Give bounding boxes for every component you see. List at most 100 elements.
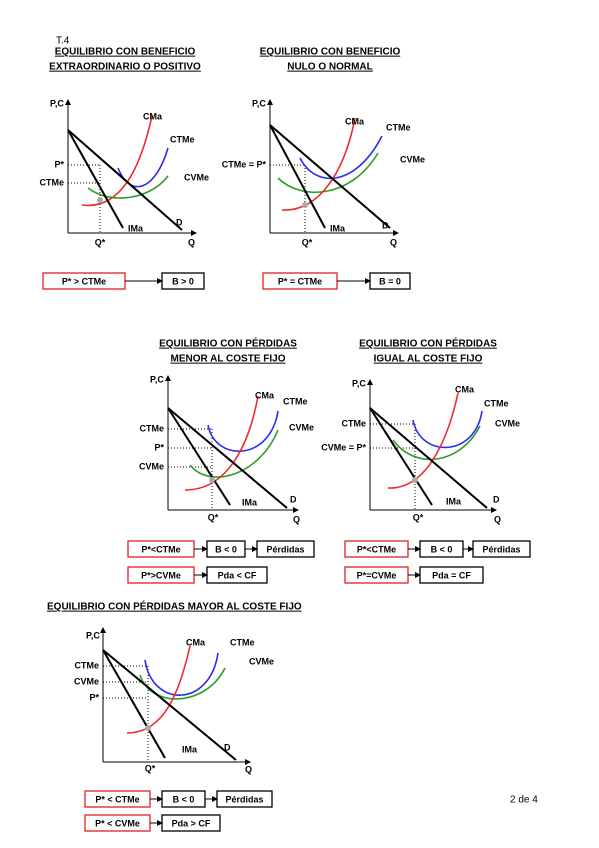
- axis-label: P,C: [86, 630, 100, 640]
- ima-line: [67, 129, 124, 229]
- formula-text: B > 0: [172, 276, 194, 286]
- cvme-curve: [277, 152, 379, 194]
- cvme-curve: [87, 175, 169, 199]
- cvme-curve: [189, 429, 279, 478]
- formula-text: B < 0: [173, 794, 195, 804]
- formula-text: P*<CTMe: [357, 544, 396, 554]
- formula-text: Pda = CF: [432, 570, 471, 580]
- curve-label: D: [382, 220, 389, 230]
- formula-text: P*<CTMe: [141, 544, 180, 554]
- formula-text: Pda > CF: [172, 818, 211, 828]
- curve-label: D: [224, 742, 231, 752]
- curve-label: CTMe: [484, 398, 509, 408]
- axis-label: Q: [245, 764, 252, 774]
- formula-text: P* = CTMe: [278, 276, 322, 286]
- demand-line: [167, 407, 288, 509]
- curve-label: IMa: [242, 497, 258, 507]
- ima-line: [269, 124, 326, 229]
- level-label: CVMe: [139, 461, 164, 471]
- curve-label: CMa: [345, 116, 365, 126]
- quantity-label: Q*: [95, 237, 106, 247]
- level-label: P*: [89, 692, 99, 702]
- curve-label: CVMe: [495, 418, 520, 428]
- ctme-curve: [412, 410, 483, 449]
- demand-line: [102, 649, 237, 761]
- formula-text: Pda < CF: [218, 570, 257, 580]
- axis-label: Q: [188, 237, 195, 247]
- ctme-curve: [207, 410, 279, 453]
- formula-text: P*=CVMe: [357, 570, 397, 580]
- equilibrium-point: [302, 202, 308, 208]
- page-number: 2 de 4: [510, 795, 538, 806]
- equilibrium-point: [209, 477, 215, 483]
- formula-text: P* < CTMe: [95, 794, 139, 804]
- level-label: CTMe = P*: [222, 159, 267, 169]
- level-label: P*: [154, 442, 164, 452]
- header-code: T.4: [56, 36, 70, 47]
- level-label: CVMe = P*: [321, 442, 366, 452]
- formula-text: Pérdidas: [225, 794, 263, 804]
- curve-label: CVMe: [184, 172, 209, 182]
- level-label: CVMe: [74, 676, 99, 686]
- curve-label: CTMe: [386, 122, 411, 132]
- quantity-label: Q*: [302, 237, 313, 247]
- formula-text: P* > CTMe: [62, 276, 106, 286]
- cvme-curve: [392, 425, 481, 461]
- level-label: CTMe: [342, 418, 367, 428]
- equilibrium-point: [97, 197, 103, 203]
- cma-curve: [184, 395, 259, 491]
- curve-label: D: [176, 217, 183, 227]
- axis-label: P,C: [252, 98, 266, 108]
- curve-label: IMa: [128, 223, 144, 233]
- panel-title: MENOR AL COSTE FIJO: [170, 354, 285, 365]
- axis-label: Q: [390, 237, 397, 247]
- curve-label: CMa: [186, 637, 206, 647]
- quantity-label: Q*: [145, 763, 156, 773]
- curve-label: IMa: [182, 744, 198, 754]
- curve-label: IMa: [330, 223, 346, 233]
- formula-text: B < 0: [431, 544, 453, 554]
- curve-label: CTMe: [230, 637, 255, 647]
- formula-text: Pérdidas: [482, 544, 520, 554]
- ctme-curve: [299, 135, 383, 180]
- panel-title: NULO O NORMAL: [287, 62, 373, 73]
- level-label: P*: [54, 159, 64, 169]
- level-label: CTMe: [75, 660, 100, 670]
- quantity-label: Q*: [413, 512, 424, 522]
- equilibrium-point: [145, 725, 151, 731]
- curve-label: CMa: [455, 384, 475, 394]
- formula-text: P* < CVMe: [95, 818, 140, 828]
- curve-label: D: [290, 494, 297, 504]
- panel-title: IGUAL AL COSTE FIJO: [374, 354, 483, 365]
- curve-label: CVMe: [289, 422, 314, 432]
- cma-curve: [281, 117, 356, 211]
- axis-label: Q: [494, 514, 501, 524]
- panel-title: EQUILIBRIO CON PÉRDIDAS: [359, 337, 497, 350]
- demand-line: [369, 407, 488, 509]
- curve-label: CTMe: [170, 134, 195, 144]
- quantity-label: Q*: [208, 512, 219, 522]
- ima-line: [369, 407, 433, 506]
- level-label: CTMe: [140, 423, 165, 433]
- formula-text: B < 0: [215, 544, 237, 554]
- demand-line: [269, 124, 391, 229]
- formula-text: P*>CVMe: [141, 570, 181, 580]
- panel-title: EXTRAORDINARIO O POSITIVO: [49, 62, 201, 73]
- curve-label: IMa: [446, 496, 462, 506]
- curve-label: CTMe: [283, 396, 308, 406]
- panel-title: EQUILIBRIO CON PÉRDIDAS MAYOR AL COSTE F…: [47, 600, 302, 613]
- axis-label: P,C: [50, 98, 64, 108]
- panel-title: EQUILIBRIO CON PÉRDIDAS: [159, 337, 297, 350]
- ctme-curve: [117, 147, 169, 188]
- axis-label: P,C: [150, 374, 164, 384]
- formula-text: Pérdidas: [266, 544, 304, 554]
- ctme-curve: [144, 652, 219, 696]
- panel-title: EQUILIBRIO CON BENEFICIO: [260, 47, 401, 58]
- level-label: CTMe: [40, 177, 65, 187]
- panel-title: EQUILIBRIO CON BENEFICIO: [55, 47, 196, 58]
- equilibrium-point: [412, 477, 418, 483]
- ima-line: [167, 407, 231, 506]
- cma-curve: [126, 645, 191, 734]
